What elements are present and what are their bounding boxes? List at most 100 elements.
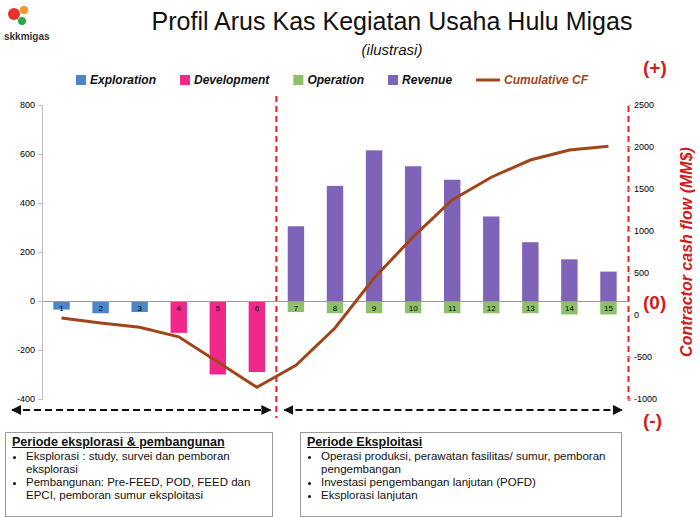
tick-mark <box>38 399 42 400</box>
bar <box>171 301 187 333</box>
tick-label: 11 <box>448 304 457 313</box>
tick-label: 12 <box>487 304 496 313</box>
title: Profil Arus Kas Kegiatan Usaha Hulu Miga… <box>152 7 633 35</box>
tick-mark <box>628 315 631 316</box>
annotation: (0) <box>643 292 666 313</box>
tick-mark <box>38 252 42 253</box>
y2-axis-title: Contractor cash flow (MM$) <box>678 147 695 357</box>
tick: 5 <box>216 301 221 313</box>
bar <box>405 166 421 301</box>
tick-label: 4 <box>177 304 182 313</box>
tick: 6 <box>255 301 260 313</box>
tick-label: 200 <box>20 247 35 257</box>
tick: 7 <box>294 301 299 313</box>
logo-dot <box>8 8 20 20</box>
tick: 800 <box>20 100 42 110</box>
bar <box>561 259 577 301</box>
tick: -1000 <box>628 394 657 404</box>
tick-mark <box>628 105 631 106</box>
y-axis: -400-2000200400600800 <box>17 100 43 404</box>
tick-label: 5 <box>216 304 221 313</box>
tick-mark <box>628 189 631 190</box>
tick-label: 1000 <box>634 226 654 236</box>
period-item: Investasi pengembangan lanjutan (POFD) <box>321 476 615 489</box>
tick: 8 <box>333 301 338 313</box>
tick-label: 10 <box>409 304 418 313</box>
bar <box>522 301 538 313</box>
tick: 1500 <box>628 184 654 194</box>
tick-label: 8 <box>333 304 338 313</box>
legend-item: Exploration <box>76 73 156 87</box>
logo-text: skkmigas <box>4 31 50 42</box>
bar <box>366 301 382 313</box>
tick: -400 <box>17 394 42 404</box>
tick: 200 <box>20 247 42 257</box>
period-title: Periode eksplorasi & pembangunan <box>12 436 266 449</box>
tick-mark <box>628 273 631 274</box>
bar-series <box>288 150 617 301</box>
annotation: (+) <box>643 57 667 78</box>
tick-label: 500 <box>634 268 649 278</box>
legend-label: Exploration <box>90 73 156 87</box>
x-axis-line <box>43 301 629 302</box>
tick-label: -400 <box>17 394 35 404</box>
period-box: Periode eksplorasi & pembangunanEksplora… <box>5 432 273 517</box>
tick-label: -200 <box>17 345 35 355</box>
legend-item: Development <box>180 73 270 87</box>
y2-axis: -1000-50005001000150020002500 <box>628 100 657 404</box>
bar <box>249 301 265 372</box>
logo-dot <box>20 6 28 14</box>
period-item: Eksplorasi : study, survei dan pemboran … <box>26 450 266 476</box>
bar <box>288 226 304 301</box>
legend: Exploration Development Operation Revenue Cu… <box>76 73 589 87</box>
tick-mark <box>38 154 42 155</box>
legend-swatch <box>76 75 86 85</box>
legend-label: Cumulative CF <box>504 73 589 87</box>
tick: 14 <box>565 301 574 313</box>
bar-series <box>53 301 148 313</box>
bar <box>483 216 499 301</box>
bar <box>327 186 343 301</box>
tick-mark <box>628 357 631 358</box>
tick: 600 <box>20 149 42 159</box>
legend-item: Cumulative CF <box>476 73 589 87</box>
bar <box>600 301 616 314</box>
tick-label: 13 <box>526 304 535 313</box>
tick-label: -1000 <box>634 394 657 404</box>
period-item: Operasi produksi, perawatan fasilitas/ s… <box>321 450 615 476</box>
legend-swatch <box>476 79 500 82</box>
period-divider <box>275 96 277 418</box>
y2-axis-line <box>629 106 632 400</box>
tick: 2 <box>98 301 103 313</box>
tick-label: 2500 <box>634 100 654 110</box>
legend-label: Revenue <box>402 73 452 87</box>
tick-label: 400 <box>20 198 35 208</box>
tick-mark <box>628 231 631 232</box>
tick-label: 7 <box>294 304 299 313</box>
bar <box>522 242 538 301</box>
tick-label: 6 <box>255 304 260 313</box>
tick-mark <box>38 301 42 302</box>
tick: -200 <box>17 345 42 355</box>
tick: 9 <box>372 301 377 313</box>
line-area <box>62 146 609 387</box>
tick-label: 15 <box>604 304 613 313</box>
tick: 13 <box>526 301 535 313</box>
subtitle: (ilustrasi) <box>362 41 423 58</box>
tick-label: 14 <box>565 304 574 313</box>
tick-mark <box>628 399 631 400</box>
tick-label: 800 <box>20 100 35 110</box>
tick: 1 <box>59 301 64 313</box>
tick-mark <box>38 105 42 106</box>
annotation: (-) <box>643 410 662 431</box>
tick: 2500 <box>628 100 654 110</box>
tick-label: 3 <box>137 304 142 313</box>
period-list: Eksplorasi : study, survei dan pemboran … <box>12 450 266 502</box>
period-item: Eksplorasi lanjutan <box>321 489 615 502</box>
tick-label: 0 <box>634 310 639 320</box>
period-box: Periode EksploitasiOperasi produksi, per… <box>300 432 622 517</box>
legend-label: Operation <box>307 73 364 87</box>
tick-mark <box>38 203 42 204</box>
bar-series <box>288 301 617 314</box>
tick: 12 <box>487 301 496 313</box>
